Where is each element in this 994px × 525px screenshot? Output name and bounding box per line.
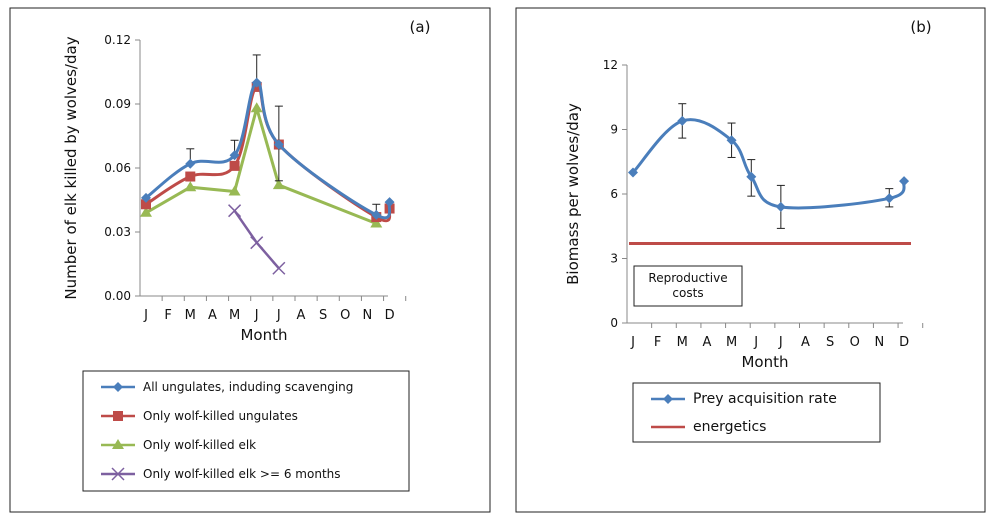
data-point — [746, 171, 757, 182]
y-tick-label: 0.09 — [104, 97, 131, 111]
x-tick-label: J — [753, 335, 758, 350]
data-point — [140, 206, 152, 217]
y-tick-label: 0.03 — [104, 225, 131, 239]
reproductive-costs-label: Reproductive costs — [648, 271, 727, 300]
legend-label: energetics — [693, 419, 766, 435]
legend-label: Prey acquisition rate — [693, 391, 837, 407]
panel-label: (b) — [910, 18, 931, 36]
legend-label: Only wolf-killed elk >= 6 months — [143, 467, 341, 481]
x-tick-label: M — [185, 308, 196, 323]
y-tick-label: 0 — [610, 316, 618, 330]
data-point — [141, 199, 151, 210]
data-point — [185, 171, 196, 182]
panel-label: (a) — [410, 18, 431, 36]
legend-label: Only wolf-killed elk — [143, 438, 256, 452]
x-tick-label: N — [363, 308, 373, 323]
x-tick-label: O — [850, 335, 860, 350]
y-tick-label: 3 — [610, 252, 618, 266]
annotation-line: Reproductive — [648, 271, 727, 285]
data-point — [775, 201, 786, 212]
y-tick-label: 0.06 — [104, 161, 131, 175]
series-0 — [628, 103, 910, 229]
x-tick-label: S — [319, 308, 327, 323]
x-tick-label: J — [630, 335, 635, 350]
legend-item: Only wolf-killed elk >= 6 months — [101, 467, 341, 481]
legend-marker — [112, 439, 124, 449]
legend-marker — [111, 467, 125, 481]
legend-item: Only wolf-killed ungulates — [101, 409, 298, 423]
legend-item: Only wolf-killed elk — [101, 438, 256, 452]
legend-label: Only wolf-killed ungulates — [143, 409, 298, 423]
data-point — [228, 204, 242, 218]
x-tick-label: F — [654, 335, 661, 350]
series-2 — [140, 102, 383, 228]
x-tick-label: J — [143, 308, 148, 323]
data-point — [899, 176, 910, 187]
x-tick-label: M — [726, 335, 737, 350]
x-axis-title: Month — [240, 326, 287, 344]
x-tick-label: A — [297, 308, 306, 323]
data-point — [250, 236, 264, 250]
y-tick-label: 6 — [610, 187, 618, 201]
legend: All ungulates, induding scavenging Only w… — [82, 370, 410, 492]
x-tick-label: D — [385, 308, 395, 323]
reproductive-costs-box — [633, 265, 743, 307]
data-point — [272, 261, 286, 275]
x-tick-label: N — [875, 335, 885, 350]
legend-marker — [113, 382, 123, 392]
y-tick-label: 12 — [603, 58, 618, 72]
series-3 — [228, 204, 286, 275]
panel-a: (a)0.000.030.060.090.12J F M A M J J A S O N DMonth… — [62, 18, 431, 492]
data-point — [677, 115, 688, 126]
legend-marker — [113, 411, 123, 421]
x-tick-label: M — [677, 335, 688, 350]
data-point — [370, 217, 383, 228]
y-tick-label: 9 — [610, 123, 618, 137]
x-tick-label: J — [778, 335, 783, 350]
y-axis-title: Number of elk killed by wolves/day — [62, 36, 80, 299]
data-point — [273, 139, 284, 150]
annotation-line: costs — [672, 286, 703, 300]
data-point — [250, 102, 263, 113]
x-tick-label: S — [826, 335, 834, 350]
data-point — [184, 181, 197, 192]
x-tick-label: A — [702, 335, 711, 350]
x-tick-label: M — [229, 308, 240, 323]
data-point — [185, 158, 196, 169]
x-tick-label: A — [208, 308, 217, 323]
data-point — [384, 197, 395, 208]
data-point — [628, 167, 638, 178]
legend-marker — [663, 394, 673, 404]
legend-item: Prey acquisition rate — [651, 391, 837, 407]
y-tick-label: 0.12 — [104, 33, 131, 47]
x-tick-label: F — [164, 308, 171, 323]
legend-item: energetics — [651, 419, 766, 435]
data-point — [371, 209, 382, 220]
legend-item: All ungulates, induding scavenging — [101, 380, 353, 394]
data-point — [229, 150, 240, 161]
x-tick-label: O — [340, 308, 350, 323]
data-point — [251, 77, 262, 88]
y-tick-label: 0.00 — [104, 289, 131, 303]
legend-box — [632, 382, 881, 443]
x-tick-label: A — [801, 335, 810, 350]
y-axis-title: Biomass per wolves/day — [564, 103, 582, 285]
legend-box — [82, 370, 410, 492]
data-point — [726, 135, 737, 146]
x-tick-label: J — [254, 308, 259, 323]
data-point — [141, 192, 151, 203]
series-0 — [141, 54, 395, 220]
x-tick-label: D — [899, 335, 909, 350]
x-axis-title: Month — [741, 353, 788, 371]
series-line — [145, 102, 377, 225]
legend-label: All ungulates, induding scavenging — [143, 380, 353, 394]
data-point — [229, 160, 240, 171]
data-point — [228, 185, 241, 196]
x-tick-label: J — [276, 308, 281, 323]
data-point — [884, 193, 895, 204]
data-point — [272, 179, 285, 190]
legend: Prey acquisition rate energetics — [632, 382, 881, 443]
